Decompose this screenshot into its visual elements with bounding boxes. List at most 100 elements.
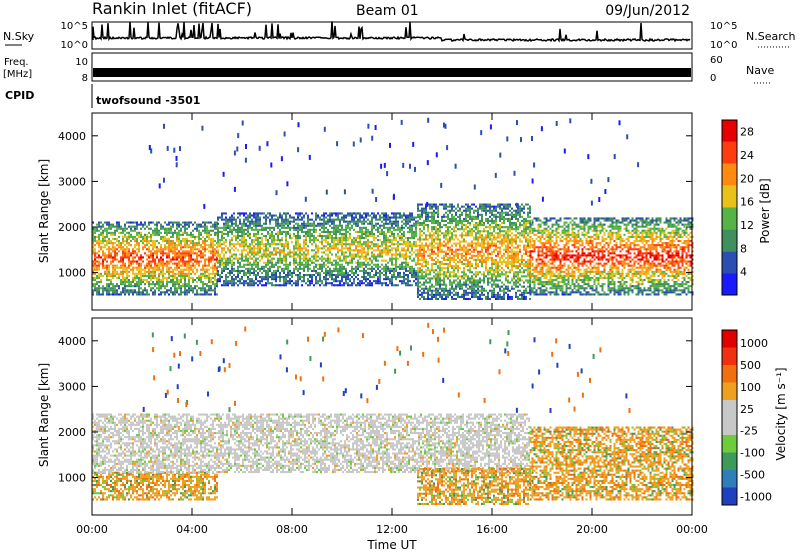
echo-cell [303, 243, 305, 246]
echo-cell [112, 293, 114, 296]
echo-cell [469, 230, 471, 233]
echo-cell [477, 263, 479, 266]
echo-cell [174, 287, 176, 290]
echo-cell [343, 282, 345, 285]
echo-cell [443, 263, 445, 266]
echo-cell [357, 241, 359, 244]
echo-cell [455, 297, 457, 300]
echo-cell [265, 255, 267, 258]
echo-cell [467, 263, 469, 266]
echo-cell [152, 268, 154, 271]
echo-cell [447, 256, 449, 259]
echo-cell [395, 249, 397, 252]
echo-cell [285, 212, 287, 215]
echo-cell [148, 248, 150, 251]
echo-cell [267, 239, 269, 242]
echo-cell [433, 215, 435, 218]
echo-cell [198, 242, 200, 245]
echo-cell [465, 234, 467, 237]
echo-cell [204, 258, 206, 261]
echo-cell [389, 222, 391, 225]
echo-cell [315, 237, 317, 240]
echo-cell [441, 269, 443, 272]
echo-cell [421, 234, 423, 237]
echo-cell [481, 222, 483, 225]
echo-cell [212, 276, 214, 279]
echo-cell [481, 297, 483, 300]
echo-cell [327, 230, 329, 233]
echo-cell [367, 245, 369, 248]
echo-cell [156, 248, 158, 251]
echo-cell [313, 261, 315, 264]
echo-cell [277, 218, 279, 221]
echo-cell [443, 273, 445, 276]
echo-cell [361, 232, 363, 235]
echo-cell [269, 232, 271, 235]
echo-cell [225, 280, 227, 283]
echo-cell [463, 291, 465, 294]
echo-cell [363, 263, 365, 266]
echo-cell [126, 291, 128, 294]
echo-cell [261, 267, 263, 270]
echo-cell [128, 262, 130, 265]
echo-cell [188, 283, 190, 286]
echo-cell [255, 257, 257, 260]
echo-cell [439, 281, 441, 284]
echo-cell [162, 240, 164, 243]
echo-cell [339, 230, 341, 233]
echo-cell [427, 213, 429, 216]
echo-cell [433, 293, 435, 296]
echo-cell [411, 245, 413, 248]
echo-cell [429, 207, 431, 210]
echo-cell [431, 222, 433, 225]
echo-cell [108, 221, 110, 224]
echo-cell [152, 274, 154, 277]
echo-cell [293, 282, 295, 285]
echo-cell [453, 265, 455, 268]
echo-cell [297, 274, 299, 277]
echo-cell [219, 239, 221, 242]
echo-cell [241, 245, 243, 248]
echo-cell [417, 250, 419, 253]
echo-cell [112, 264, 114, 267]
echo-cell [313, 220, 315, 223]
echo-cell [449, 271, 451, 274]
echo-cell [118, 240, 120, 243]
echo-cell [245, 253, 247, 256]
echo-cell [413, 257, 415, 260]
echo-cell [158, 274, 160, 277]
echo-cell [423, 252, 425, 255]
echo-cell [381, 232, 383, 235]
echo-cell [178, 231, 180, 234]
echo-cell [283, 257, 285, 260]
echo-cell [98, 272, 100, 275]
echo-cell [182, 268, 184, 271]
echo-cell [337, 214, 339, 217]
echo-cell [295, 222, 297, 225]
echo-cell [188, 272, 190, 275]
echo-cell [475, 261, 477, 264]
echo-cell [277, 251, 279, 254]
echo-cell [437, 238, 439, 241]
echo-cell [148, 250, 150, 253]
echo-cell [200, 268, 202, 271]
echo-cell [307, 251, 309, 254]
echo-cell [435, 273, 437, 276]
echo-cell [363, 249, 365, 252]
echo-cell [200, 223, 202, 226]
echo-cell [447, 234, 449, 237]
echo-cell [467, 275, 469, 278]
echo-cell [259, 216, 261, 219]
echo-cell [483, 203, 485, 206]
echo-cell [237, 235, 239, 238]
echo-cell [423, 256, 425, 259]
echo-cell [287, 247, 289, 250]
echo-cell [487, 283, 489, 286]
echo-cell [325, 269, 327, 272]
echo-cell [289, 271, 291, 274]
echo-cell [335, 247, 337, 250]
echo-cell [114, 254, 116, 257]
echo-cell [465, 289, 467, 292]
echo-cell [349, 212, 351, 215]
echo-cell [463, 238, 465, 241]
